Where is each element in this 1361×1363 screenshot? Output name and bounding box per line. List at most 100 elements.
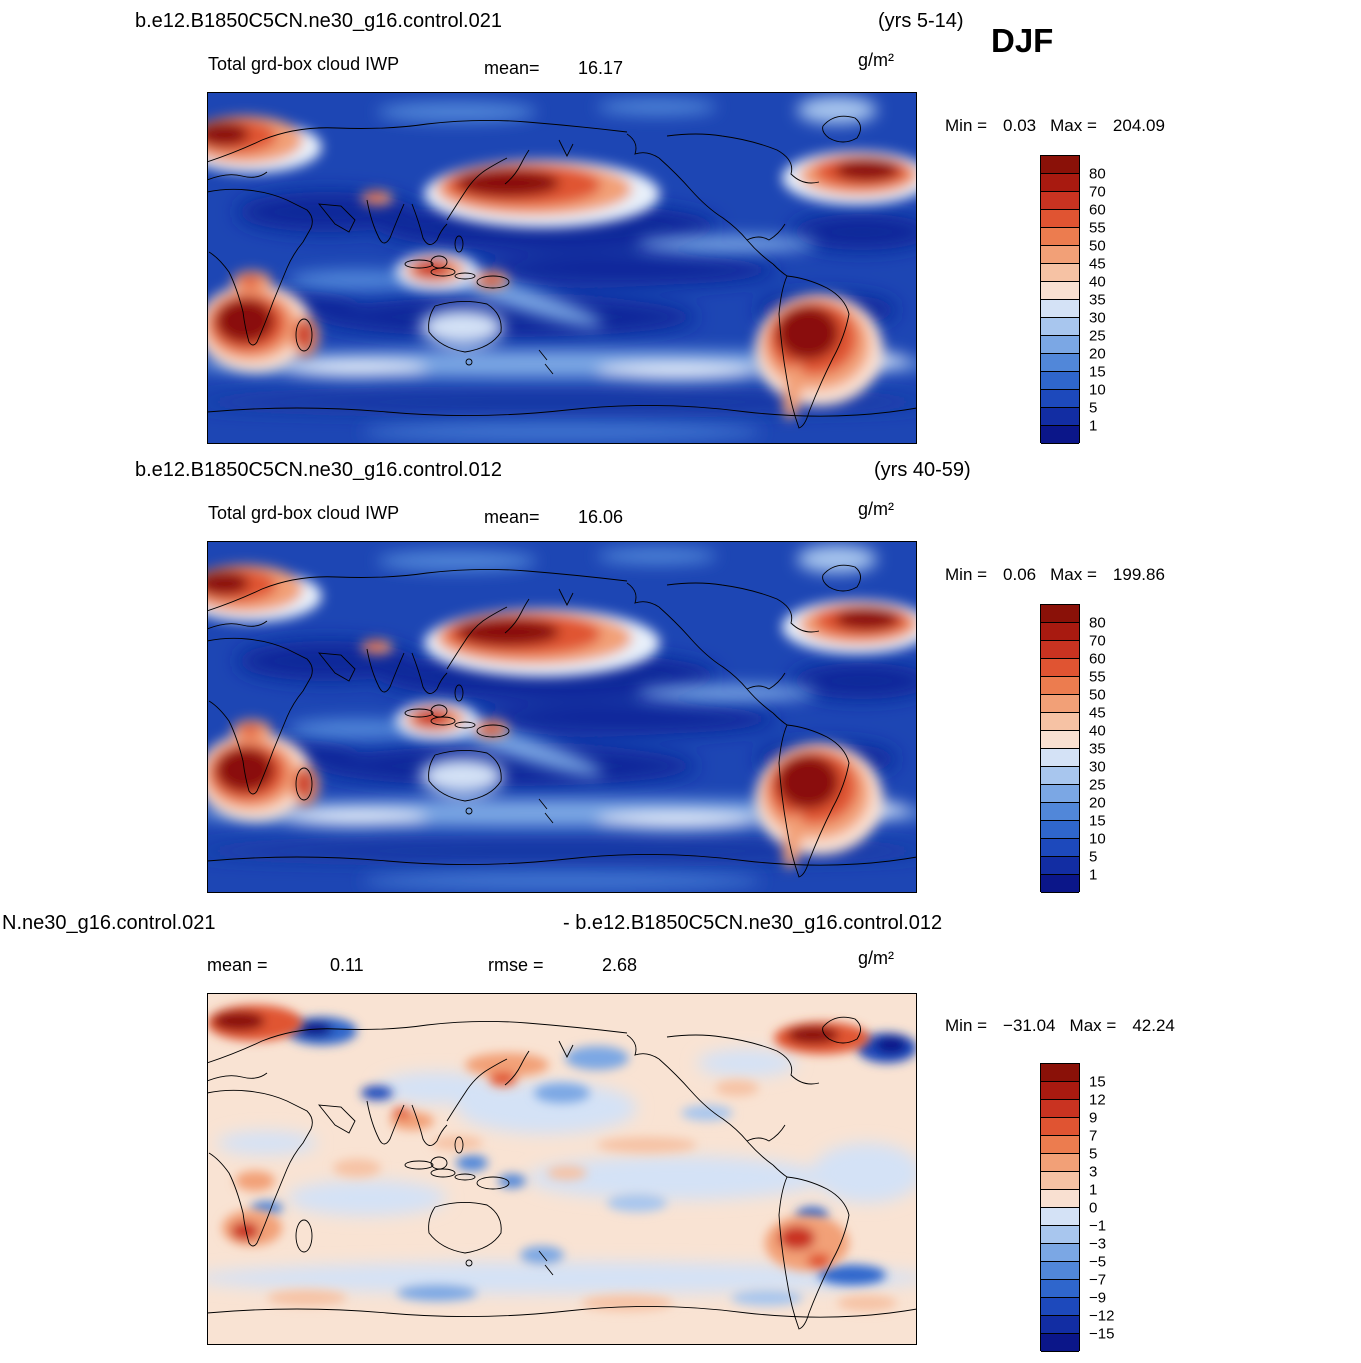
- colorbar-cell: [1041, 1298, 1079, 1316]
- map-case1: [207, 92, 917, 444]
- colorbar-difference: 15 12 9 7 5 3 1 0 −1 −3 −5 −7 −9 −12 −15: [1040, 1063, 1114, 1352]
- panel1-variable: Total grd-box cloud IWP: [208, 54, 400, 74]
- season-label: DJF: [991, 22, 1054, 59]
- colorbar-tick-label: 25: [1089, 776, 1106, 794]
- panel1-mean-value: 16.17: [578, 58, 624, 78]
- colorbar-tick-label: 30: [1089, 309, 1106, 327]
- colorbar-cell: [1041, 1208, 1079, 1226]
- colorbar-cell: [1041, 264, 1079, 282]
- colorbar-cell: [1041, 821, 1079, 839]
- colorbar-tick-label: 5: [1089, 399, 1098, 417]
- colorbar-cell: [1041, 1136, 1079, 1154]
- colorbar-tick-label: 60: [1089, 201, 1106, 219]
- colorbar-tick-label: 5: [1089, 1145, 1098, 1163]
- colorbar-tick-label: 40: [1089, 722, 1106, 740]
- panel2-min-label: Min =: [945, 565, 988, 584]
- colorbar-cell: [1041, 174, 1079, 192]
- colorbar-tick-label: 35: [1089, 740, 1106, 758]
- colorbar-cell: [1041, 1082, 1079, 1100]
- map-case2: [207, 541, 917, 893]
- panel2-years: (yrs 40-59): [874, 459, 971, 481]
- colorbar-cell: [1041, 1154, 1079, 1172]
- colorbar-cell: [1041, 1244, 1079, 1262]
- panel2-variable: Total grd-box cloud IWP: [208, 503, 400, 523]
- colorbar-cell: [1041, 426, 1079, 444]
- colorbar-cell: [1041, 1118, 1079, 1136]
- panel3-max-label: Max =: [1069, 1016, 1117, 1035]
- colorbar-tick-label: 0: [1089, 1199, 1098, 1217]
- colorbar-cell: [1041, 1280, 1079, 1298]
- colorbar-cell: [1041, 695, 1079, 713]
- colorbar-cell: [1041, 623, 1079, 641]
- colorbar-cell: [1041, 785, 1079, 803]
- panel3-mean-value: 0.11: [330, 955, 364, 975]
- colorbar-tick-label: 10: [1089, 381, 1106, 399]
- colorbar-tick-label: 20: [1089, 794, 1106, 812]
- panel1-mean-label: mean=: [484, 58, 540, 78]
- colorbar-cell: [1041, 875, 1079, 893]
- panel1-minmax: Min = 0.03 Max = 204.09: [945, 116, 1165, 136]
- colorbar-tick-label: 70: [1089, 183, 1106, 201]
- colorbar-tick-label: 15: [1089, 1073, 1106, 1091]
- colorbar-tick-label: 30: [1089, 758, 1106, 776]
- panel1-max-label: Max =: [1050, 116, 1097, 135]
- colorbar-cell: [1041, 210, 1079, 228]
- colorbar-cell: [1041, 767, 1079, 785]
- colorbar-cell: [1041, 390, 1079, 408]
- colorbar-tick-label: 35: [1089, 291, 1106, 309]
- colorbar-tick-label: 25: [1089, 327, 1106, 345]
- panel2-max-value: 199.86: [1112, 565, 1165, 584]
- panel3-title-right: - b.e12.B1850C5CN.ne30_g16.control.012: [563, 912, 943, 934]
- colorbar-tick-label: 7: [1089, 1127, 1098, 1145]
- colorbar-tick-label: 70: [1089, 632, 1106, 650]
- panel2-mean-value: 16.06: [578, 507, 624, 527]
- colorbar-cell: [1041, 659, 1079, 677]
- panel3-title-left: N.ne30_g16.control.021: [2, 912, 216, 934]
- colorbar-cell: [1041, 354, 1079, 372]
- colorbar-tick-label: 80: [1089, 614, 1106, 632]
- colorbar-cell: [1041, 803, 1079, 821]
- colorbar-cell: [1041, 605, 1079, 623]
- colorbar-cell: [1041, 246, 1079, 264]
- colorbar-tick-label: 12: [1089, 1091, 1106, 1109]
- colorbar-tick-label: 45: [1089, 704, 1106, 722]
- colorbar-cell: [1041, 282, 1079, 300]
- colorbar-cell: [1041, 641, 1079, 659]
- colorbar-tick-label: 5: [1089, 848, 1098, 866]
- colorbar-tick-label: −9: [1089, 1289, 1107, 1307]
- colorbar-case1: 80 70 60 55 50 45 40 35 30 25 20 15 10 5 1: [1040, 155, 1106, 444]
- colorbar-cell: [1041, 677, 1079, 695]
- colorbar-tick-label: −7: [1089, 1271, 1107, 1289]
- panel2-min-value: 0.06: [1003, 565, 1037, 584]
- panel1-years: (yrs 5-14): [878, 10, 964, 32]
- colorbar-tick-label: 1: [1089, 866, 1098, 884]
- panel3-max-value: 42.24: [1132, 1016, 1175, 1035]
- panel3-minmax: Min = −31.04 Max = 42.24: [945, 1016, 1175, 1036]
- panel3-min-label: Min =: [945, 1016, 988, 1035]
- colorbar-tick-label: 50: [1089, 686, 1106, 704]
- panel1-title: b.e12.B1850C5CN.ne30_g16.control.021: [135, 10, 502, 32]
- colorbar-cell: [1041, 300, 1079, 318]
- panel3-rmse-label: rmse =: [488, 955, 544, 975]
- colorbar-tick-label: 1: [1089, 1181, 1098, 1199]
- panel2-units: g/m²: [858, 499, 894, 519]
- colorbar-tick-label: −3: [1089, 1235, 1107, 1253]
- colorbar-cell: [1041, 713, 1079, 731]
- panel3-rmse-value: 2.68: [602, 955, 638, 975]
- panel2-max-label: Max =: [1050, 565, 1097, 584]
- colorbar-cell: [1041, 1100, 1079, 1118]
- colorbar-cell: [1041, 839, 1079, 857]
- colorbar-cell: [1041, 731, 1079, 749]
- colorbar-cell: [1041, 1172, 1079, 1190]
- panel1-min-label: Min =: [945, 116, 988, 135]
- colorbar-cell: [1041, 192, 1079, 210]
- panel2-minmax: Min = 0.06 Max = 199.86: [945, 565, 1165, 585]
- colorbar-cell: [1041, 1262, 1079, 1280]
- colorbar-tick-label: 45: [1089, 255, 1106, 273]
- colorbar-tick-label: −5: [1089, 1253, 1107, 1271]
- colorbar-tick-label: 55: [1089, 668, 1106, 686]
- colorbar-cell: [1041, 857, 1079, 875]
- colorbar-cell: [1041, 228, 1079, 246]
- colorbar-cell: [1041, 318, 1079, 336]
